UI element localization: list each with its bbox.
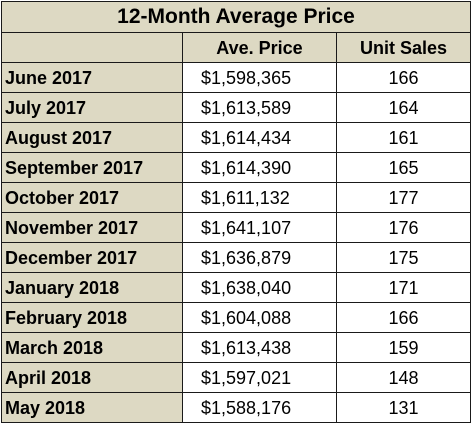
sales-cell: 177 — [336, 182, 471, 213]
month-cell: October 2017 — [1, 182, 183, 213]
table-row: October 2017 $1,611,132 177 — [1, 182, 471, 213]
title-row: 12-Month Average Price — [1, 1, 471, 33]
table-body: June 2017 $1,598,365 166 July 2017 $1,613,58… — [1, 62, 471, 423]
sales-cell: 159 — [336, 332, 471, 363]
sales-cell: 175 — [336, 242, 471, 273]
table-title: 12-Month Average Price — [1, 1, 471, 33]
month-cell: February 2018 — [1, 302, 183, 333]
table-row: July 2017 $1,613,589 164 — [1, 92, 471, 123]
price-cell: $1,613,438 — [182, 332, 337, 363]
price-cell: $1,604,088 — [182, 302, 337, 333]
sales-cell: 176 — [336, 212, 471, 243]
month-cell: September 2017 — [1, 152, 183, 183]
sales-cell: 166 — [336, 302, 471, 333]
sales-cell: 161 — [336, 122, 471, 153]
sales-cell: 148 — [336, 362, 471, 393]
table-row: April 2018 $1,597,021 148 — [1, 362, 471, 393]
price-cell: $1,588,176 — [182, 392, 337, 423]
price-cell: $1,613,589 — [182, 92, 337, 123]
sales-cell: 166 — [336, 62, 471, 93]
month-cell: March 2018 — [1, 332, 183, 363]
price-cell: $1,598,365 — [182, 62, 337, 93]
table-row: January 2018 $1,638,040 171 — [1, 272, 471, 303]
sales-cell: 164 — [336, 92, 471, 123]
table-row: June 2017 $1,598,365 166 — [1, 62, 471, 93]
month-cell: April 2018 — [1, 362, 183, 393]
price-cell: $1,638,040 — [182, 272, 337, 303]
header-ave-price: Ave. Price — [182, 32, 337, 63]
price-cell: $1,614,434 — [182, 122, 337, 153]
table-row: November 2017 $1,641,107 176 — [1, 212, 471, 243]
table-row: May 2018 $1,588,176 131 — [1, 392, 471, 423]
table-row: February 2018 $1,604,088 166 — [1, 302, 471, 333]
month-cell: December 2017 — [1, 242, 183, 273]
price-cell: $1,611,132 — [182, 182, 337, 213]
sales-cell: 171 — [336, 272, 471, 303]
month-cell: January 2018 — [1, 272, 183, 303]
price-cell: $1,636,879 — [182, 242, 337, 273]
month-cell: July 2017 — [1, 92, 183, 123]
price-cell: $1,641,107 — [182, 212, 337, 243]
table-row: September 2017 $1,614,390 165 — [1, 152, 471, 183]
month-cell: May 2018 — [1, 392, 183, 423]
sales-cell: 165 — [336, 152, 471, 183]
month-cell: June 2017 — [1, 62, 183, 93]
header-unit-sales: Unit Sales — [336, 32, 471, 63]
month-cell: August 2017 — [1, 122, 183, 153]
price-cell: $1,597,021 — [182, 362, 337, 393]
sales-cell: 131 — [336, 392, 471, 423]
table-row: December 2017 $1,636,879 175 — [1, 242, 471, 273]
table-row: August 2017 $1,614,434 161 — [1, 122, 471, 153]
price-cell: $1,614,390 — [182, 152, 337, 183]
month-cell: November 2017 — [1, 212, 183, 243]
header-month — [1, 32, 183, 63]
table-row: March 2018 $1,613,438 159 — [1, 332, 471, 363]
header-row: Ave. Price Unit Sales — [1, 32, 471, 63]
